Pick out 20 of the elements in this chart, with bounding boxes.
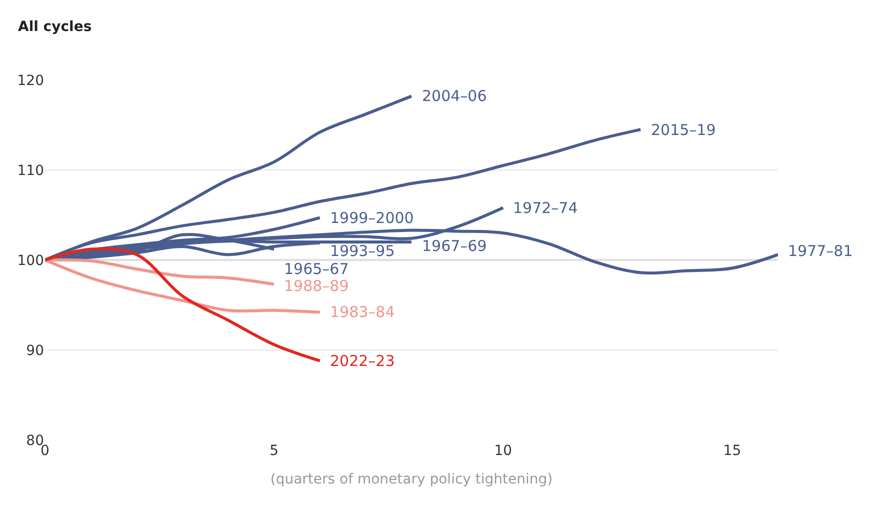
series-label: 1977–81	[788, 242, 853, 260]
series-label: 1988–89	[284, 277, 349, 295]
x-tick-label: 5	[270, 443, 279, 459]
x-axis-title: (quarters of monetary policy tightening)	[270, 471, 553, 488]
y-tick-label: 90	[26, 342, 44, 359]
series-label: 1999–2000	[330, 209, 414, 227]
y-tick-label: 100	[17, 252, 44, 269]
series-label: 1967–69	[422, 237, 487, 255]
series-label: 1965–67	[284, 260, 349, 278]
x-tick-label: 15	[723, 443, 742, 459]
series-label: 2004–06	[422, 87, 487, 105]
x-tick-label: 10	[494, 443, 512, 459]
y-tick-label: 110	[17, 162, 44, 179]
series-label: 2015–19	[651, 121, 716, 139]
y-tick-label: 120	[17, 72, 44, 89]
series-label: 1993–95	[330, 242, 395, 260]
text: All cycles	[18, 19, 92, 35]
series-label: 1983–84	[330, 303, 395, 321]
series-label: 1972–74	[513, 199, 578, 217]
series-label: 2022–23	[330, 352, 395, 370]
